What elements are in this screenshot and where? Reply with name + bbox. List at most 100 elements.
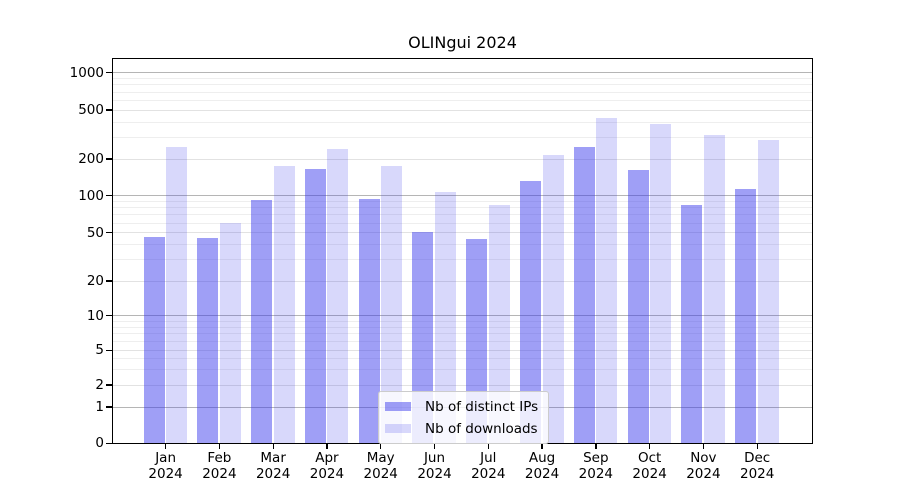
gridline — [113, 195, 812, 197]
bar-distinct-ips — [681, 205, 703, 443]
x-tick-mark — [487, 443, 489, 450]
bar-downloads — [703, 135, 725, 443]
y-tick-label: 1 — [95, 399, 104, 415]
bar-downloads — [488, 204, 510, 443]
plot-area: Nb of distinct IPs Nb of downloads — [112, 58, 813, 444]
y-tick-mark — [106, 315, 112, 317]
y-tick-mark — [106, 194, 112, 197]
minor-gridline — [113, 137, 812, 139]
x-tick-month: May — [366, 450, 395, 466]
y-tick-label: 100 — [78, 187, 104, 204]
bar-downloads — [650, 123, 672, 443]
minor-gridline — [113, 207, 812, 209]
gridline — [113, 158, 812, 160]
x-tick-month: Nov — [690, 450, 717, 466]
bar-distinct-ips — [251, 200, 273, 443]
bar-distinct-ips — [627, 170, 649, 443]
minor-gridline — [113, 200, 812, 202]
y-tick-label: 10 — [86, 307, 104, 324]
x-tick-year: 2024 — [255, 465, 291, 482]
bar-downloads — [273, 165, 295, 443]
y-tick-label: 2 — [95, 377, 104, 393]
x-tick-month: Sep — [583, 450, 609, 466]
gridline — [113, 109, 812, 111]
minor-gridline — [113, 326, 812, 328]
bar-downloads — [596, 117, 618, 443]
x-tick-label: Jan 2024 — [136, 450, 196, 482]
bar-downloads — [327, 148, 349, 443]
x-tick-mark — [433, 443, 436, 450]
x-tick-label: May 2024 — [351, 450, 411, 482]
x-tick-mark — [272, 443, 274, 450]
y-tick-mark — [106, 158, 112, 160]
legend-item-downloads: Nb of downloads — [385, 419, 538, 438]
bar-distinct-ips — [573, 146, 595, 443]
bar-distinct-ips — [304, 168, 326, 443]
x-tick-month: Jul — [480, 450, 497, 466]
x-tick-label: Dec 2024 — [727, 450, 787, 482]
y-tick-mark — [106, 442, 112, 444]
minor-gridline — [113, 320, 812, 322]
x-tick-mark — [756, 443, 758, 450]
x-tick-month: Aug — [528, 450, 556, 466]
gridline — [113, 280, 812, 282]
y-tick-mark — [106, 109, 112, 111]
minor-gridline — [113, 244, 812, 246]
gridline — [113, 232, 812, 234]
x-tick-label: Nov 2024 — [673, 450, 733, 482]
minor-gridline — [113, 84, 812, 86]
bar-downloads — [166, 146, 188, 443]
y-tick-label: 20 — [86, 273, 104, 289]
legend-label-distinct-ips: Nb of distinct IPs — [425, 398, 539, 415]
legend: Nb of distinct IPs Nb of downloads — [378, 391, 550, 444]
x-tick-year: 2024 — [148, 465, 183, 482]
chart-title: OLINgui 2024 — [408, 33, 517, 52]
y-tick-mark — [106, 280, 112, 282]
x-tick-month: Oct — [637, 450, 662, 466]
legend-label-downloads: Nb of downloads — [425, 420, 538, 437]
gridline — [113, 384, 812, 386]
bar-distinct-ips — [143, 236, 165, 443]
x-tick-mark — [595, 443, 597, 450]
x-tick-label: Jun 2024 — [405, 450, 465, 482]
bar-downloads — [757, 139, 779, 443]
minor-gridline — [113, 340, 812, 342]
bar-distinct-ips — [519, 180, 541, 443]
bar-distinct-ips — [735, 189, 757, 443]
x-tick-month: Jan — [155, 450, 176, 466]
minor-gridline — [113, 358, 812, 360]
x-tick-mark — [649, 443, 651, 450]
x-tick-year: 2024 — [363, 465, 398, 482]
gridline — [113, 72, 812, 74]
gridline — [113, 350, 812, 351]
x-tick-label: Sep 2024 — [566, 450, 626, 482]
minor-gridline — [113, 91, 812, 93]
x-tick-mark — [218, 443, 221, 450]
x-tick-year: 2024 — [309, 465, 345, 482]
x-tick-mark — [541, 443, 543, 450]
x-tick-mark — [380, 443, 382, 450]
x-tick-label: Apr 2024 — [297, 450, 357, 482]
legend-swatch-distinct-ips — [385, 401, 411, 412]
x-tick-month: Dec — [744, 450, 771, 466]
y-tick-label: 50 — [86, 224, 104, 241]
x-tick-label: Jul 2024 — [458, 450, 518, 482]
x-tick-label: Feb 2024 — [189, 450, 249, 482]
minor-gridline — [113, 121, 812, 123]
x-tick-mark — [165, 443, 167, 450]
bar-distinct-ips — [358, 199, 380, 443]
y-tick-mark — [106, 72, 112, 74]
x-tick-mark — [326, 443, 328, 450]
y-tick-mark — [106, 232, 112, 234]
x-tick-month: Mar — [260, 450, 286, 466]
minor-gridline — [113, 99, 812, 101]
x-tick-year: 2024 — [686, 465, 721, 482]
x-tick-year: 2024 — [632, 465, 667, 482]
x-tick-year: 2024 — [417, 465, 452, 482]
x-tick-year: 2024 — [739, 465, 775, 482]
bar-downloads — [381, 165, 403, 443]
minor-gridline — [113, 369, 812, 371]
bar-downloads — [542, 154, 564, 443]
x-tick-year: 2024 — [471, 465, 506, 482]
x-tick-year: 2024 — [578, 465, 613, 482]
